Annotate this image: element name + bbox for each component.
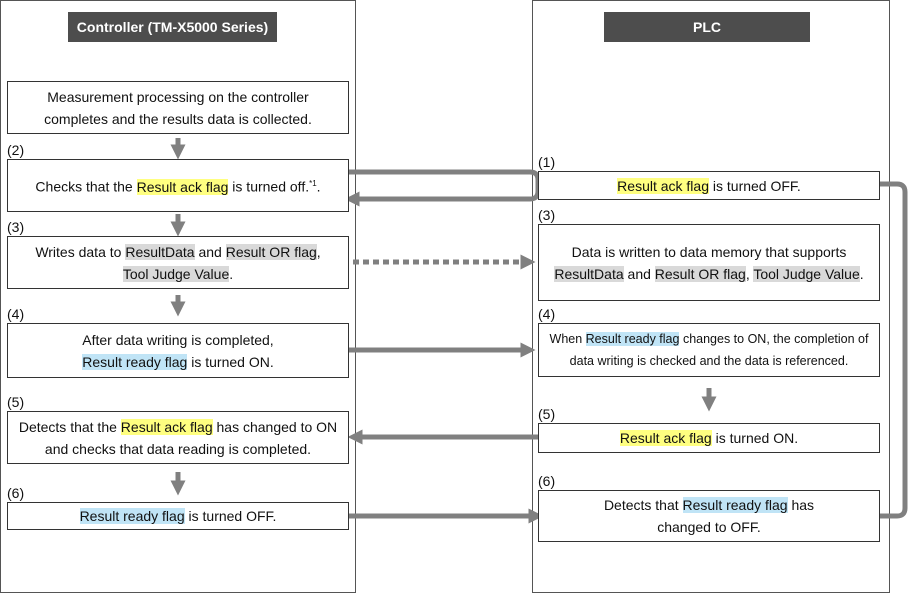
text-segment: Detects that (603, 497, 683, 513)
plc-step-box: Result ack flag is turned OFF. (538, 171, 880, 200)
arrow-check-ack-flag (343, 169, 541, 207)
text-segment: . (229, 265, 234, 282)
highlighted-term: Tool Judge Value (753, 265, 860, 282)
controller-step-number: (3) (7, 219, 25, 235)
step-text: Detects that Result ready flag has change… (604, 494, 814, 538)
text-segment: changes to ON, the completion of (679, 332, 869, 346)
controller-step-box: After data writing is completed, Result r… (7, 323, 349, 378)
step-text: Result ack flag is turned ON. (619, 427, 799, 449)
text-segment: and checks that data reading is complete… (44, 440, 312, 457)
highlighted-term: Result ack flag (120, 418, 213, 435)
highlighted-term: Tool Judge Value (122, 265, 230, 282)
highlighted-term: Result ready flag (585, 332, 680, 346)
text-segment: completes and the results data is collec… (44, 110, 312, 127)
text-segment: Data is written to data memory that supp… (571, 243, 847, 260)
text-segment: . (316, 178, 321, 195)
text-segment: After data writing is completed, (82, 331, 274, 348)
step-text: Measurement processing on the controller… (44, 86, 312, 130)
text-segment: When (549, 332, 586, 346)
arrow-loop-back (862, 176, 908, 519)
text-segment: and (623, 265, 655, 282)
text-segment: . (859, 265, 864, 282)
text-segment: is turned OFF. (184, 508, 277, 524)
plc-step-box: Result ack flag is turned ON. (538, 423, 880, 453)
controller-step-box: Measurement processing on the controller… (7, 81, 349, 134)
controller-step-number: (2) (7, 142, 25, 158)
highlighted-term: Result ack flag (619, 430, 712, 446)
text-segment: Detects that the (18, 418, 121, 435)
controller-step-box: Checks that the Result ack flag is turne… (7, 159, 349, 212)
highlighted-term: Result OR flag (225, 243, 317, 260)
text-segment: and (194, 243, 226, 260)
highlighted-term: Result OR flag (654, 265, 746, 282)
text-segment: has (787, 497, 815, 513)
controller-header: Controller (TM-X5000 Series) (68, 12, 277, 42)
highlighted-term: Result ack flag (617, 177, 709, 194)
highlighted-term: Result ready flag (82, 353, 188, 370)
text-segment: has changed to ON (212, 418, 338, 435)
step-text: Detects that the Result ack flag has cha… (19, 416, 337, 460)
text-segment: Measurement processing on the controller (47, 88, 309, 105)
controller-step-number: (5) (7, 394, 25, 410)
plc-header: PLC (604, 12, 810, 42)
step-text: Writes data to ResultData and Result OR … (35, 241, 321, 285)
text-segment: is turned OFF. (709, 177, 801, 194)
plc-step-number: (4) (538, 306, 556, 322)
step-text: Result ack flag is turned OFF. (617, 175, 801, 197)
step-text: Result ready flag is turned OFF. (79, 505, 277, 527)
text-segment: , (316, 243, 321, 260)
text-segment: is turned off. (228, 178, 310, 195)
plc-step-box: Data is written to data memory that supp… (538, 224, 880, 301)
text-segment: is turned ON. (187, 353, 274, 370)
text-segment: is turned ON. (711, 430, 799, 446)
text-segment: Checks that the (35, 178, 137, 195)
step-text: Data is written to data memory that supp… (554, 241, 864, 285)
plc-step-number: (5) (538, 406, 556, 422)
step-text: When Result ready flag changes to ON, th… (549, 328, 869, 372)
highlighted-term: ResultData (125, 243, 195, 260)
controller-step-box: Writes data to ResultData and Result OR … (7, 236, 349, 289)
highlighted-term: Result ack flag (136, 178, 229, 195)
controller-step-number: (6) (7, 485, 25, 501)
highlighted-term: Result ready flag (79, 508, 185, 524)
text-segment: data writing is checked and the data is … (569, 354, 849, 368)
step-text: Checks that the Result ack flag is turne… (35, 173, 321, 198)
plc-step-number: (6) (538, 473, 556, 489)
controller-step-box: Result ready flag is turned OFF. (7, 502, 349, 530)
controller-step-number: (4) (7, 306, 25, 322)
highlighted-term: Result ready flag (682, 497, 788, 513)
controller-step-box: Detects that the Result ack flag has cha… (7, 411, 349, 464)
plc-step-box: Detects that Result ready flag has change… (538, 490, 880, 542)
plc-step-number: (3) (538, 207, 556, 223)
step-text: After data writing is completed, Result r… (82, 329, 274, 373)
footnote-mark: *1 (309, 179, 317, 189)
text-segment: Writes data to (35, 243, 126, 260)
text-segment: , (745, 265, 754, 282)
plc-step-box: When Result ready flag changes to ON, th… (538, 323, 880, 377)
highlighted-term: ResultData (554, 265, 624, 282)
plc-step-number: (1) (538, 154, 556, 170)
text-segment: changed to OFF. (657, 519, 761, 535)
